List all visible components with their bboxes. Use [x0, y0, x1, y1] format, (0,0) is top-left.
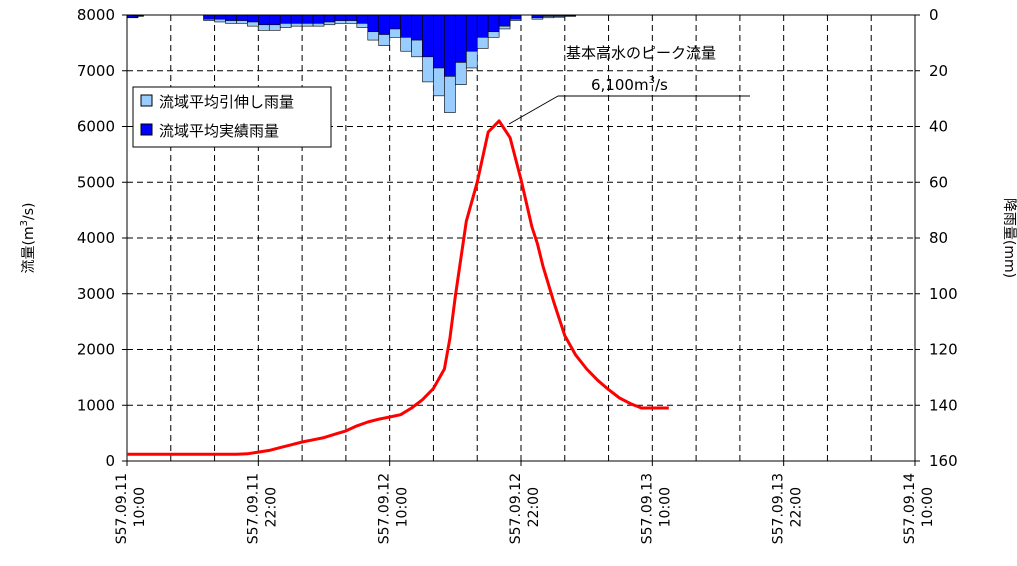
rain-observed-bar — [422, 14, 434, 58]
peak-value-number: 6,100 — [591, 76, 634, 94]
y-right-tick-label: 20 — [929, 62, 948, 80]
y-left-tick-label: 3000 — [77, 285, 115, 303]
grid — [127, 15, 915, 461]
rain-observed-bar — [312, 14, 325, 24]
x-tick-label: S57.09.12 22:00 — [508, 473, 542, 544]
y-left-tick-label: 6000 — [77, 118, 115, 136]
rain-observed-bar — [236, 14, 248, 21]
rain-observed-bar — [444, 14, 456, 77]
legend-swatch-observed — [140, 123, 153, 136]
y-right-label: 降雨量(mm) — [1001, 198, 1017, 278]
x-ticks: S57.09.11 10:00 S57.09.11 22:00 S57.09.12 10:… — [114, 461, 936, 544]
x-tick-date: S57.09.14 — [902, 473, 918, 544]
x-tick-date: S57.09.12 — [377, 473, 393, 544]
legend: 流域平均引伸し雨量 流域平均実績雨量 — [132, 86, 332, 148]
peak-annotation-leader — [508, 95, 559, 125]
y-left-label-end: /s) — [21, 203, 37, 220]
y-left-tick-label: 8000 — [77, 6, 115, 24]
rain-observed-bar — [247, 14, 259, 23]
y-right-tick-label: 120 — [929, 341, 958, 359]
rain-observed-bar — [465, 14, 478, 52]
x-tick-time: 10:00 — [657, 487, 673, 527]
y-right-tick-label: 60 — [929, 173, 948, 191]
y-left-tick-label: 1000 — [77, 396, 115, 414]
x-tick-label: S57.09.13 22:00 — [771, 473, 805, 544]
peak-annotation-value: 6,100m3/s — [591, 75, 668, 94]
y-left-label-sup: 3 — [19, 220, 30, 226]
y-left-label-main: 流量(m — [21, 226, 37, 273]
x-tick-date: S57.09.12 — [508, 473, 524, 544]
rain-observed-bar — [334, 14, 347, 21]
x-tick-label: S57.09.11 22:00 — [245, 473, 279, 544]
rain-observed-bar — [389, 14, 401, 30]
x-tick-time: 22:00 — [263, 487, 279, 527]
x-tick-date: S57.09.11 — [114, 473, 130, 544]
x-tick-label: S57.09.14 10:00 — [902, 473, 936, 544]
x-tick-time: 10:00 — [132, 487, 148, 527]
rain-observed-bar — [476, 14, 489, 38]
y-right-tick-label: 100 — [929, 285, 958, 303]
rain-observed-bar — [411, 14, 423, 41]
legend-label-observed: 流域平均実績雨量 — [159, 122, 279, 140]
y-right-tick-label: 160 — [929, 452, 958, 470]
x-tick-date: S57.09.13 — [771, 473, 787, 544]
x-tick-time: 10:00 — [920, 487, 936, 527]
legend-label-extended: 流域平均引伸し雨量 — [159, 93, 294, 111]
rain-observed-bar — [356, 14, 369, 24]
y-right-ticks: 0 20 40 60 80 100 120 140 160 — [915, 6, 958, 470]
rain-observed-bar — [301, 14, 314, 24]
y-right-tick-label: 0 — [929, 6, 939, 24]
y-left-tick-label: 0 — [105, 452, 115, 470]
rain-observed-bar — [487, 14, 500, 33]
x-tick-time: 22:00 — [526, 487, 542, 527]
x-tick-label: S57.09.11 10:00 — [114, 473, 148, 544]
discharge-line — [127, 119, 669, 456]
rain-observed-bar — [323, 14, 336, 23]
x-tick-label: S57.09.12 10:00 — [377, 473, 411, 544]
peak-annotation: 基本高水のピーク流量 6,100m3/s — [508, 44, 750, 125]
peak-value-unit: m — [634, 76, 649, 94]
rain-observed-bar — [433, 14, 445, 69]
y-right-tick-label: 140 — [929, 396, 958, 414]
legend-box — [132, 86, 332, 148]
rain-observed-bar — [203, 14, 215, 20]
y-right-tick-label: 40 — [929, 118, 948, 136]
rain-observed-bar — [455, 14, 467, 63]
rain-observed-bar — [290, 14, 303, 24]
x-tick-time: 10:00 — [395, 487, 411, 527]
y-left-tick-label: 5000 — [77, 173, 115, 191]
peak-value-unit-sup: 3 — [649, 75, 655, 86]
rain-observed-bar — [378, 14, 390, 35]
y-left-label: 流量(m3/s) — [19, 203, 37, 274]
x-tick-date: S57.09.13 — [639, 473, 655, 544]
rain-observed-bar — [258, 14, 270, 26]
y-left-tick-label: 7000 — [77, 62, 115, 80]
x-tick-label: S57.09.13 10:00 — [639, 473, 673, 544]
rain-observed-bar — [345, 14, 358, 21]
rain-observed-bar — [279, 14, 292, 24]
rain-observed-bar — [509, 14, 522, 20]
y-left-tick-label: 4000 — [77, 229, 115, 247]
peak-value-unit-suffix: /s — [655, 76, 668, 94]
rain-observed-bar — [268, 14, 281, 26]
legend-swatch-extended — [140, 94, 153, 107]
rain-observed-bar — [214, 14, 226, 20]
x-tick-date: S57.09.11 — [245, 473, 261, 544]
rain-observed-bars — [126, 14, 577, 77]
y-right-tick-label: 80 — [929, 229, 948, 247]
x-tick-time: 22:00 — [789, 487, 805, 527]
rain-observed-bar — [225, 14, 237, 21]
y-left-ticks: 0 1000 2000 3000 4000 5000 6000 7000 8000 — [77, 6, 127, 470]
rain-observed-bar — [367, 14, 380, 33]
rain-observed-bar — [400, 14, 412, 38]
rain-observed-bar — [498, 14, 511, 27]
peak-annotation-title: 基本高水のピーク流量 — [566, 44, 716, 62]
y-left-tick-label: 2000 — [77, 341, 115, 359]
